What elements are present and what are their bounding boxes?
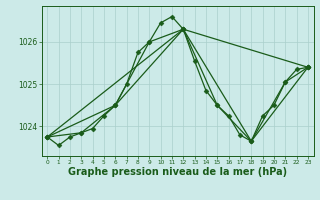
X-axis label: Graphe pression niveau de la mer (hPa): Graphe pression niveau de la mer (hPa) xyxy=(68,167,287,177)
